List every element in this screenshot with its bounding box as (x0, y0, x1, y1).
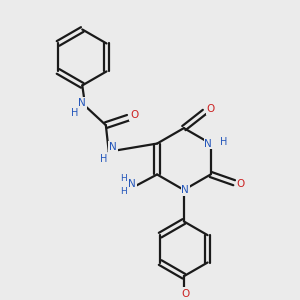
Text: O: O (236, 179, 245, 189)
Text: N: N (182, 185, 189, 195)
Text: H: H (220, 137, 228, 147)
Text: O: O (130, 110, 139, 120)
Text: H: H (120, 187, 127, 196)
Text: N: N (128, 179, 136, 189)
Text: O: O (207, 104, 215, 114)
Text: H: H (100, 154, 107, 164)
Text: N: N (78, 98, 86, 108)
Text: N: N (109, 142, 117, 152)
Text: H: H (71, 108, 79, 118)
Text: H: H (120, 174, 127, 183)
Text: O: O (182, 289, 190, 299)
Text: N: N (204, 139, 212, 148)
